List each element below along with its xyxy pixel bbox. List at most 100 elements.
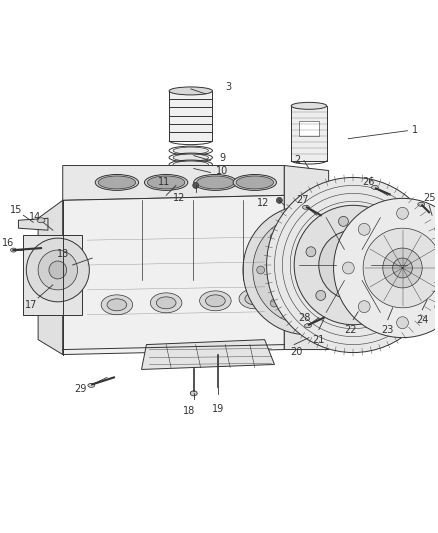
Text: 25: 25 [423,193,435,204]
Ellipse shape [236,176,273,189]
Circle shape [339,216,348,227]
Circle shape [391,273,400,283]
Circle shape [363,228,438,308]
Ellipse shape [303,205,309,209]
Polygon shape [141,340,275,369]
Ellipse shape [150,293,182,313]
Circle shape [383,248,422,288]
Ellipse shape [145,174,188,190]
Polygon shape [284,166,328,350]
Circle shape [303,313,311,321]
Circle shape [49,261,67,279]
Circle shape [270,233,278,241]
Text: 1: 1 [412,125,418,135]
Ellipse shape [239,289,271,309]
Circle shape [253,215,361,325]
Polygon shape [291,106,327,160]
Circle shape [294,205,412,325]
Text: 16: 16 [3,238,15,248]
Ellipse shape [418,203,425,206]
Polygon shape [299,121,319,136]
Ellipse shape [194,174,237,190]
Polygon shape [169,91,212,141]
Text: 21: 21 [313,335,325,345]
Circle shape [316,290,326,301]
Circle shape [276,197,283,203]
Circle shape [350,266,357,274]
Circle shape [396,317,408,329]
Circle shape [306,247,316,257]
Circle shape [267,177,438,352]
Circle shape [319,230,388,300]
Ellipse shape [304,324,311,328]
Circle shape [243,205,371,335]
Text: 18: 18 [183,406,195,416]
Circle shape [334,198,438,337]
Circle shape [358,223,370,235]
Ellipse shape [197,176,234,189]
Ellipse shape [173,161,208,168]
Circle shape [38,250,78,290]
Ellipse shape [95,174,138,190]
Text: 12: 12 [173,193,185,204]
Ellipse shape [173,167,208,174]
Ellipse shape [190,391,197,396]
Text: 27: 27 [296,196,308,205]
Ellipse shape [101,295,133,315]
Text: 17: 17 [25,300,37,310]
Circle shape [435,301,438,313]
Ellipse shape [11,248,17,252]
Polygon shape [63,166,284,200]
Ellipse shape [291,102,327,109]
Polygon shape [38,200,63,354]
Circle shape [343,262,354,274]
Polygon shape [18,218,48,230]
Text: 3: 3 [225,82,231,92]
Ellipse shape [98,176,136,189]
Ellipse shape [233,174,276,190]
Text: 28: 28 [298,313,310,323]
Circle shape [358,304,368,313]
Text: 20: 20 [290,346,302,357]
Circle shape [435,223,438,235]
Ellipse shape [156,297,176,309]
Circle shape [26,238,89,302]
Ellipse shape [107,299,127,311]
Text: 15: 15 [10,205,23,215]
Ellipse shape [37,218,45,223]
Text: 22: 22 [344,325,357,335]
Text: 10: 10 [216,166,228,175]
Text: 19: 19 [212,404,224,414]
Ellipse shape [88,383,95,387]
Polygon shape [23,235,82,315]
Ellipse shape [173,147,208,154]
Text: 13: 13 [57,249,69,259]
Circle shape [336,299,344,307]
Ellipse shape [371,185,378,189]
Circle shape [396,207,408,219]
Text: 14: 14 [29,212,41,222]
Circle shape [193,182,199,188]
Circle shape [381,230,391,239]
Text: 9: 9 [219,152,225,163]
Circle shape [303,219,311,227]
Circle shape [336,247,371,283]
Polygon shape [63,196,284,354]
Ellipse shape [205,295,225,307]
Text: 23: 23 [381,325,394,335]
Circle shape [270,299,278,307]
Circle shape [336,233,344,241]
Circle shape [392,258,412,278]
Ellipse shape [148,176,185,189]
Text: 2: 2 [294,155,300,165]
Text: 11: 11 [158,177,170,188]
Circle shape [257,266,265,274]
Ellipse shape [245,293,265,305]
Text: 24: 24 [416,314,428,325]
Ellipse shape [173,154,208,161]
Ellipse shape [169,87,212,95]
Text: 26: 26 [362,177,374,188]
Circle shape [346,257,361,273]
Ellipse shape [200,291,231,311]
Circle shape [277,240,336,300]
